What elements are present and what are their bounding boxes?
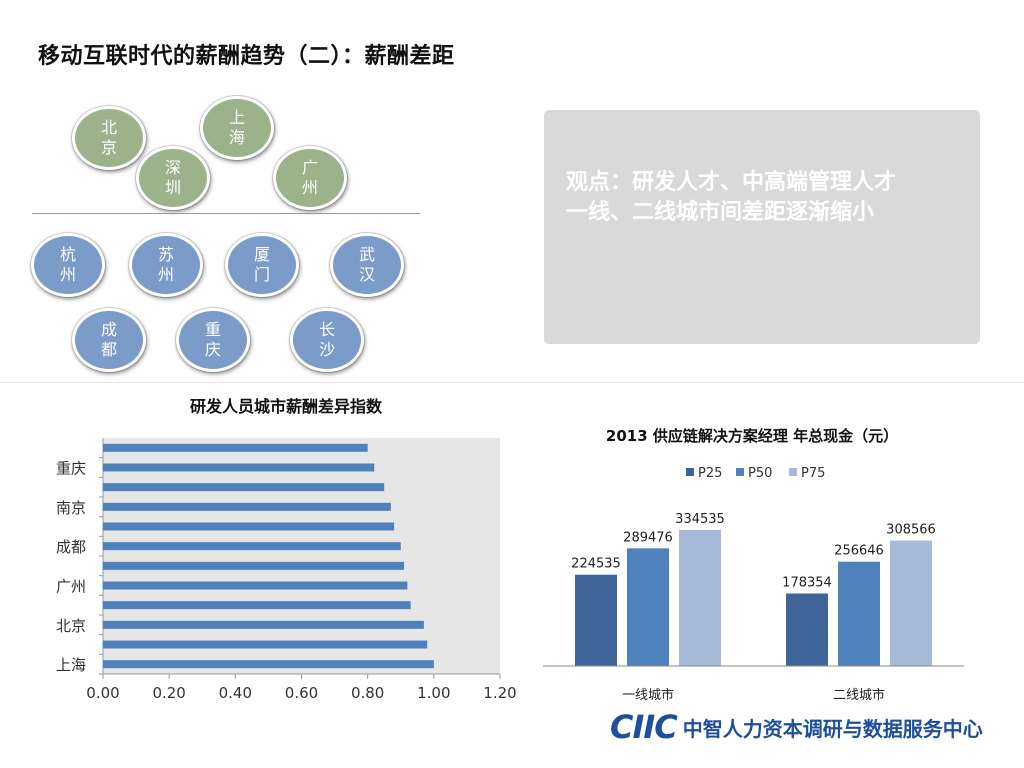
x-tick-label: 0.00	[86, 684, 119, 702]
y-category-label: 成都	[56, 538, 86, 556]
bar	[103, 542, 401, 551]
x-tick-label: 1.00	[417, 684, 450, 702]
x-tick-label: 1.20	[483, 684, 516, 702]
ciic-logo-text: 中智人力资本调研与数据服务中心	[682, 716, 983, 741]
y-category-label: 广州	[56, 578, 86, 596]
bar	[103, 601, 411, 610]
legend-swatch	[686, 468, 694, 476]
plot-area	[103, 438, 500, 674]
city-bubble-tier2: 厦门	[225, 233, 299, 297]
bar	[103, 502, 391, 511]
bar	[103, 561, 405, 570]
ciic-logo: CIIC 中智人力资本调研与数据服务中心	[610, 708, 983, 746]
legend-label: P75	[801, 466, 825, 481]
city-bubble-tier1: 广州	[273, 146, 347, 210]
column-bar	[838, 561, 880, 666]
supply-chain-cash-chart: 2013 供应链解决方案经理 年总现金（元） P25 P50 P75 224535289…	[543, 427, 964, 703]
city-bubble-tier2: 长沙	[290, 308, 364, 372]
bar	[103, 640, 428, 649]
y-category-label: 重庆	[56, 460, 86, 478]
bar	[103, 581, 408, 590]
city-bubble-tier2: 成都	[72, 308, 146, 372]
city-bubble-tier2: 苏州	[129, 233, 203, 297]
city-bubble-tier1: 上海	[200, 96, 274, 160]
x-tick-label: 0.20	[152, 684, 185, 702]
city-bubble-tier2: 杭州	[31, 233, 105, 297]
city-bubble-tier2: 武汉	[330, 233, 404, 297]
bar	[103, 620, 424, 629]
legend-swatch	[789, 468, 797, 476]
city-bubble-tier1: 北京	[72, 106, 146, 170]
chart-title: 研发人员城市薪酬差异指数	[190, 397, 383, 416]
column-bar	[679, 530, 721, 666]
x-category-label: 二线城市	[833, 687, 885, 703]
chart-title: 2013 供应链解决方案经理 年总现金（元）	[606, 427, 898, 445]
y-category-label: 上海	[56, 656, 86, 674]
data-label: 308566	[886, 523, 936, 538]
city-salary-index-chart: 研发人员城市薪酬差异指数 0.00 0.20 0.40 0.60 0.80 1.00 1.20…	[56, 397, 517, 702]
data-label: 289476	[623, 530, 673, 545]
column-bar	[575, 574, 617, 666]
city-bubble-tier2: 重庆	[176, 308, 250, 372]
viewpoint-box: 观点：研发人才、中高端管理人才 一线、二线城市间差距逐渐缩小	[544, 110, 980, 344]
ciic-logo-mark: CIIC	[610, 708, 678, 746]
city-bubble-tier1: 深圳	[136, 146, 210, 210]
y-category-label: 南京	[56, 499, 86, 517]
viewpoint-text: 观点：研发人才、中高端管理人才 一线、二线城市间差距逐渐缩小	[566, 170, 897, 225]
y-category-label: 北京	[56, 617, 86, 635]
tier-divider	[32, 213, 420, 214]
x-tick-label: 0.60	[285, 684, 318, 702]
data-label: 224535	[571, 557, 621, 572]
bar	[103, 660, 434, 669]
x-tick-label: 0.80	[351, 684, 384, 702]
data-label: 256646	[834, 544, 884, 559]
page-divider	[0, 382, 1024, 383]
x-category-label: 一线城市	[622, 687, 674, 703]
column-bar	[890, 540, 932, 666]
bar	[103, 463, 375, 472]
column-bar	[786, 593, 828, 666]
column-bar	[627, 548, 669, 666]
bar	[103, 483, 385, 492]
legend-swatch	[736, 468, 744, 476]
page-title: 移动互联时代的薪酬趋势（二）：薪酬差距	[38, 44, 455, 69]
data-label: 334535	[675, 512, 725, 527]
x-tick-label: 0.40	[219, 684, 252, 702]
data-label: 178354	[782, 575, 832, 590]
bar	[103, 522, 395, 531]
legend-label: P50	[748, 466, 772, 481]
bar	[103, 443, 368, 452]
legend-label: P25	[698, 466, 722, 481]
